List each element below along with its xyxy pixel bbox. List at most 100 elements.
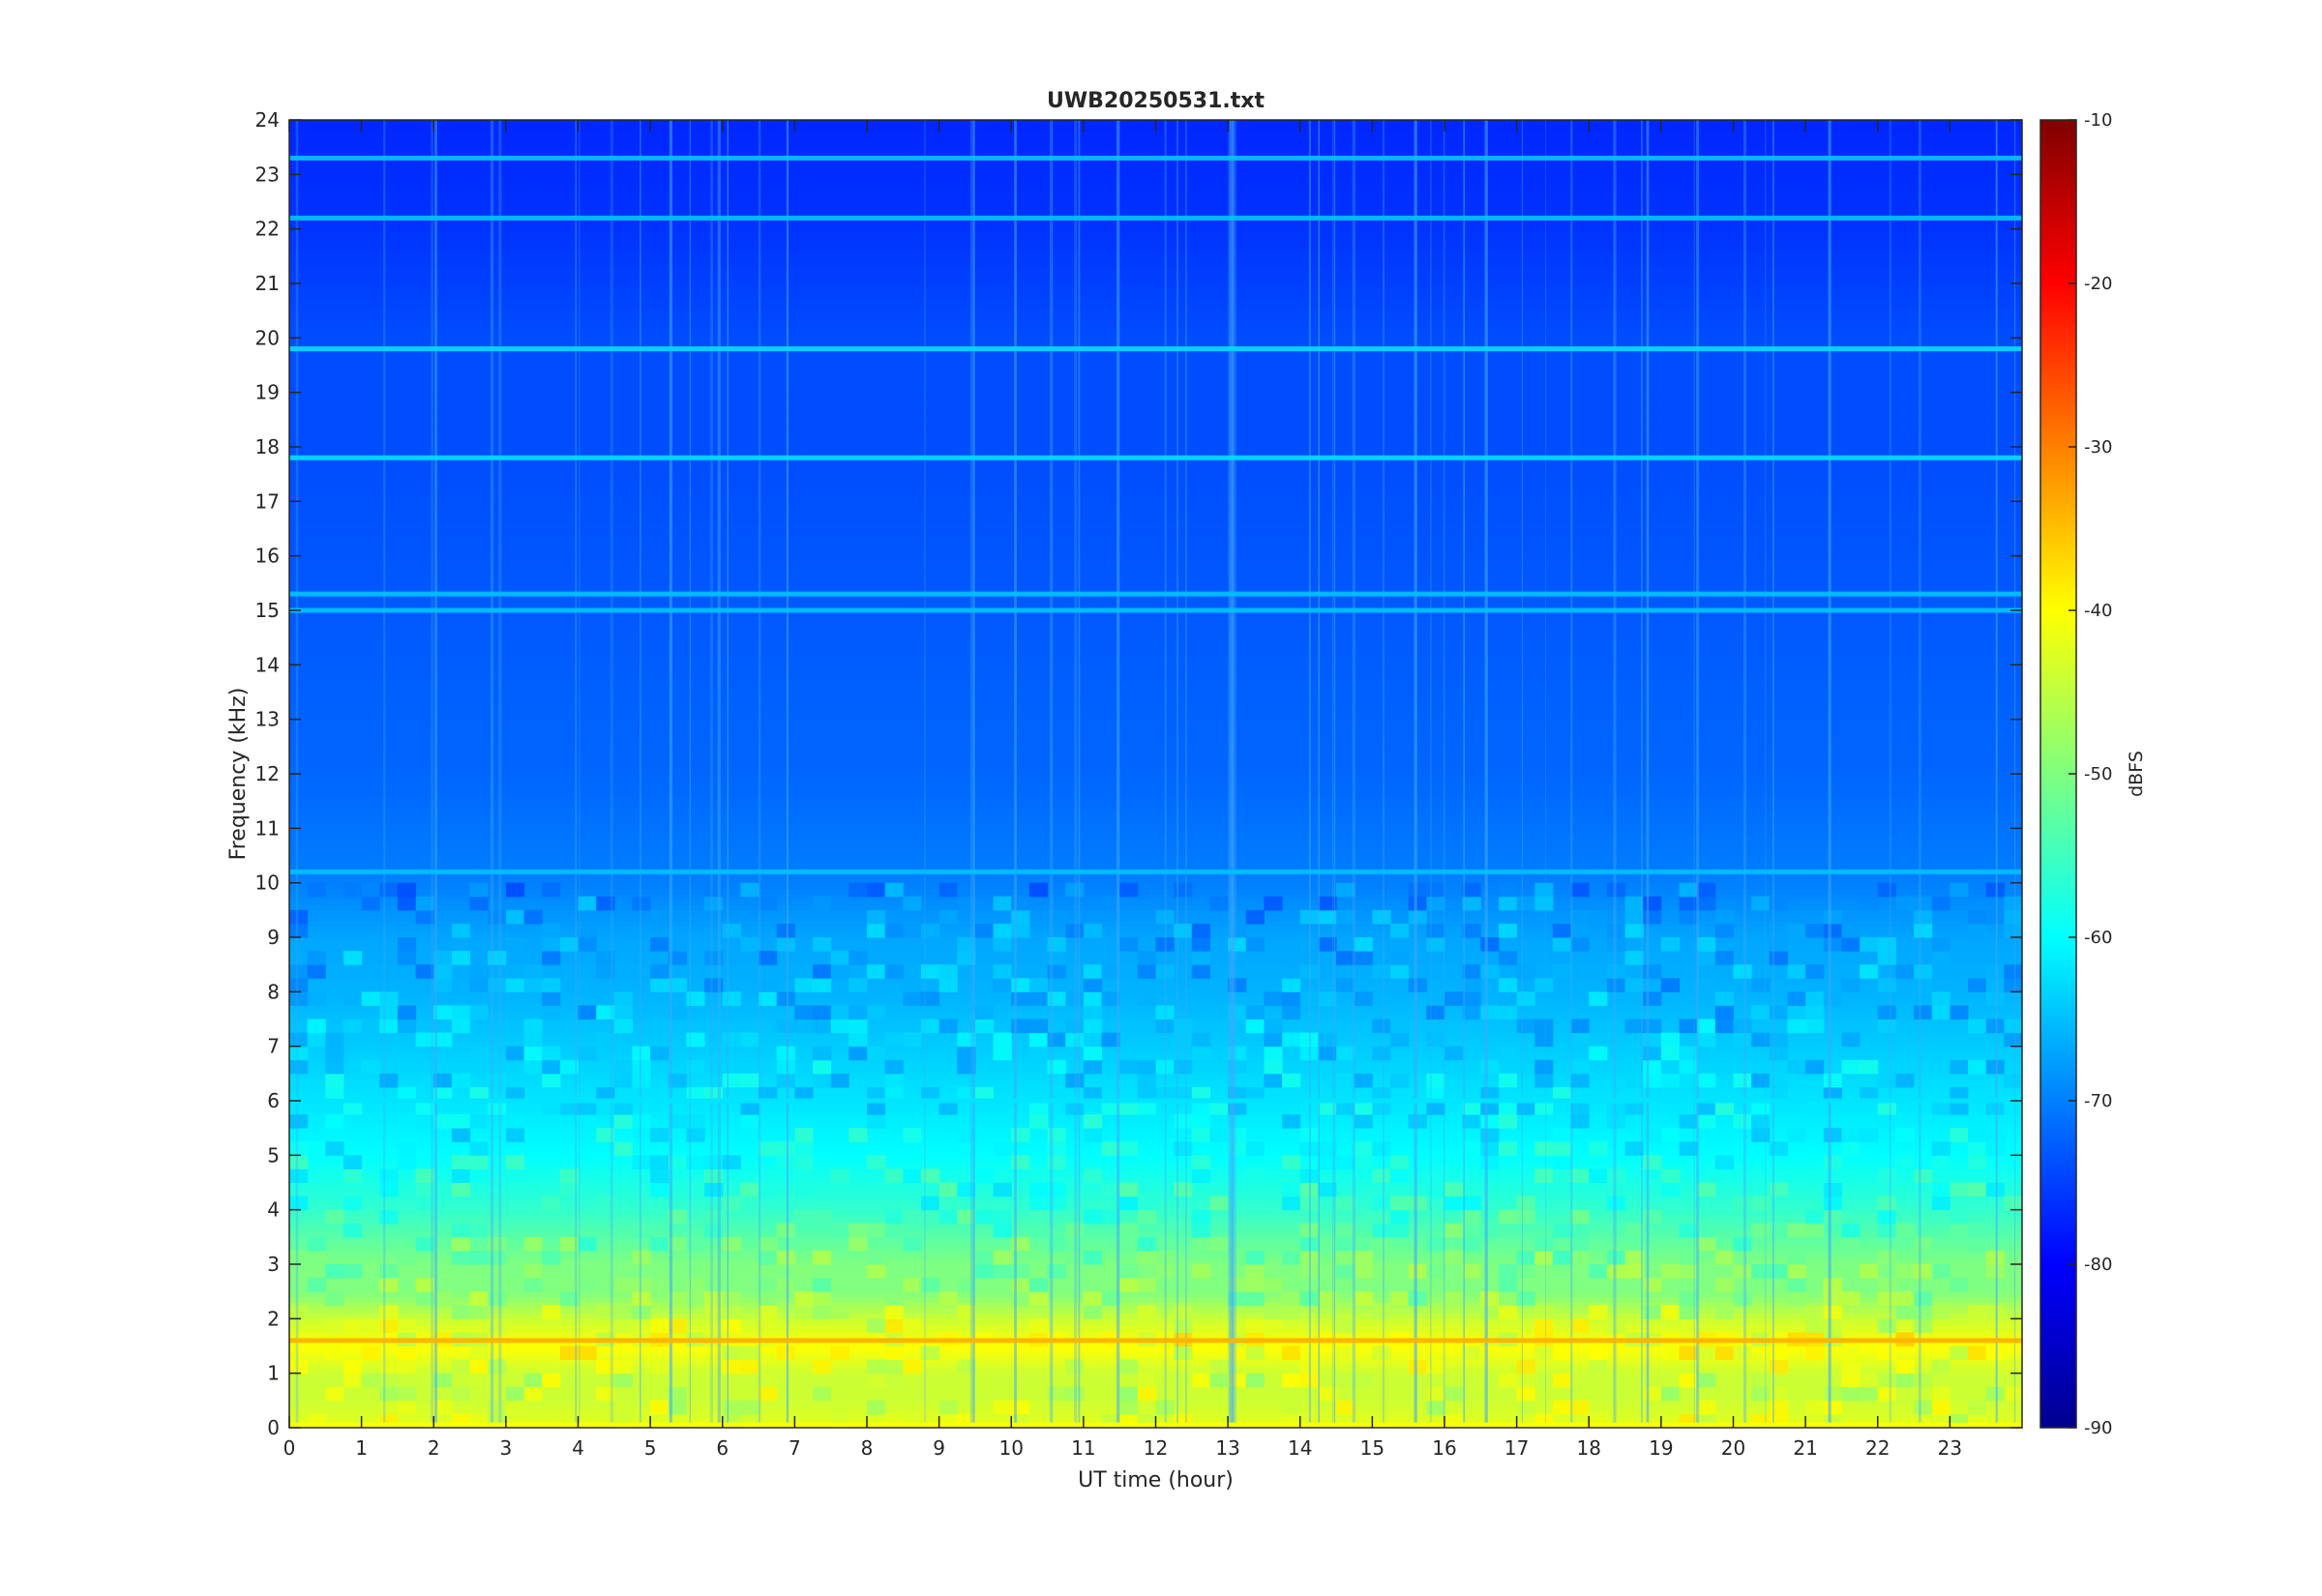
spectrogram-cell [1498, 1373, 1518, 1388]
spectrogram-cell [2004, 1032, 2022, 1048]
spectrogram-band [289, 370, 2022, 377]
spectrogram-cell [325, 1318, 344, 1333]
spectrogram-cell [1174, 923, 1193, 938]
spectrogram-cell [1264, 1278, 1283, 1292]
spectrogram-band [289, 1155, 2022, 1162]
spectrogram-cell [920, 1278, 940, 1292]
spectrogram-cell [1950, 1005, 1969, 1020]
spectrogram-cell [1372, 1264, 1391, 1279]
spectrogram-cell [1751, 1264, 1771, 1279]
spectrogram-cell [957, 1305, 976, 1319]
spectrogram-cell [884, 1032, 904, 1048]
spectrogram-cell [397, 896, 417, 911]
y-tick-label: 2 [267, 1307, 280, 1330]
spectrogram-cell [903, 1318, 922, 1333]
spectrogram-cell [1733, 1345, 1752, 1361]
x-tick-label: 3 [500, 1436, 513, 1460]
spectrogram-cell [867, 923, 886, 938]
spectrogram-cell [1714, 1155, 1734, 1169]
spectrogram-band [289, 746, 2022, 754]
spectrogram-cell [957, 1059, 976, 1075]
spectrogram-cell [1462, 1141, 1481, 1156]
spectrogram-cell [1047, 1386, 1066, 1402]
spectrogram-cell [1245, 1141, 1265, 1156]
spectrogram-cell [668, 1386, 687, 1402]
spectrogram-cell [1408, 978, 1427, 992]
spectrogram-cell [704, 951, 724, 965]
spectrogram-cell [1462, 1005, 1481, 1020]
spectrogram-cell [1877, 1005, 1896, 1020]
spectrogram-band [289, 877, 2022, 884]
spectrogram-cell [938, 1400, 958, 1415]
spectrogram-cell [830, 1073, 849, 1088]
spectrogram-cell [523, 1373, 543, 1388]
spectrogram-band [289, 201, 2022, 208]
spectrogram-band [289, 784, 2022, 791]
spectrogram-cell [1714, 1101, 1734, 1115]
spectrogram-cell [1516, 1264, 1535, 1279]
spectrogram-band [289, 179, 2022, 187]
spectrogram-cell [1823, 1318, 1842, 1333]
spectrogram-cell [1480, 964, 1500, 979]
spectrogram-cell [794, 1305, 814, 1319]
spectrogram-cell [1895, 1291, 1915, 1306]
spectrogram-cell [1643, 991, 1662, 1006]
spectrogram-cell [451, 1168, 471, 1183]
spectrogram-cell [415, 1291, 434, 1306]
spectrogram-cell [523, 1236, 543, 1252]
spectrogram-cell [650, 964, 670, 979]
spectrogram-cell [1751, 1373, 1771, 1388]
spectrogram-cell [433, 1032, 453, 1048]
spectrogram-band [289, 185, 2022, 192]
x-tick-label: 0 [283, 1436, 296, 1460]
spectrogram-cell [1895, 1386, 1915, 1402]
spectrogram-cell [325, 1032, 344, 1048]
spectrogram-cell [488, 978, 507, 992]
spectrogram-cell [1028, 978, 1049, 992]
spectrogram-cell [1282, 1196, 1301, 1211]
spectrogram-cell [1516, 1400, 1535, 1415]
spectrogram-cell [1155, 1005, 1175, 1020]
spectrogram-cell [613, 1373, 633, 1388]
spectrogram-cell [325, 1386, 344, 1402]
spectrogram-cell [1968, 909, 1987, 925]
spectrogram-cell [1282, 964, 1301, 979]
spectrogram-cell [867, 1223, 886, 1238]
spectrogram-cell [650, 1155, 670, 1169]
spectrogram-cell [1714, 951, 1734, 965]
spectrogram-cell [1679, 1250, 1698, 1265]
spectrogram-cell [433, 1086, 453, 1102]
spectrogram-cell [1137, 964, 1156, 979]
spectrogram-cell [613, 1073, 633, 1088]
spectrogram-cell [415, 1196, 434, 1211]
spectrogram-cell [1047, 1086, 1066, 1102]
impulse-streak [1333, 120, 1336, 1428]
spectrogram-cell [1498, 1141, 1518, 1156]
impulse-streak [689, 120, 692, 1428]
spectrogram-cell [415, 1386, 434, 1402]
spectrogram-cell [1877, 1278, 1896, 1292]
spectrogram-cell [884, 1073, 904, 1088]
spectrogram-cell [307, 1236, 326, 1252]
spectrogram-cell [469, 964, 489, 979]
spectrogram-cell [1823, 1155, 1842, 1169]
spectrogram-band [289, 365, 2022, 371]
spectrogram-cell [397, 1141, 417, 1156]
spectrogram-cell [1245, 1086, 1265, 1102]
spectrogram-cell [1624, 1264, 1644, 1279]
spectrogram-cell [342, 1373, 363, 1388]
spectrogram-cell [1660, 1128, 1681, 1142]
spectrogram-cell [884, 882, 904, 898]
spectrogram-cell [488, 1073, 507, 1088]
spectrogram-cell [1372, 1086, 1391, 1102]
spectrogram-cell [1101, 1209, 1120, 1225]
spectrogram-band [289, 774, 2022, 781]
spectrogram-cell [1643, 1032, 1662, 1048]
spectrogram-cell [1841, 923, 1861, 938]
spectrogram-cell [1787, 1005, 1806, 1020]
spectrogram-cell [1426, 1400, 1445, 1415]
spectrogram-cell [1336, 1264, 1355, 1279]
spectrogram-cell [613, 1305, 633, 1319]
narrowband-line [289, 1098, 2022, 1104]
spectrogram-cell [1877, 951, 1896, 965]
